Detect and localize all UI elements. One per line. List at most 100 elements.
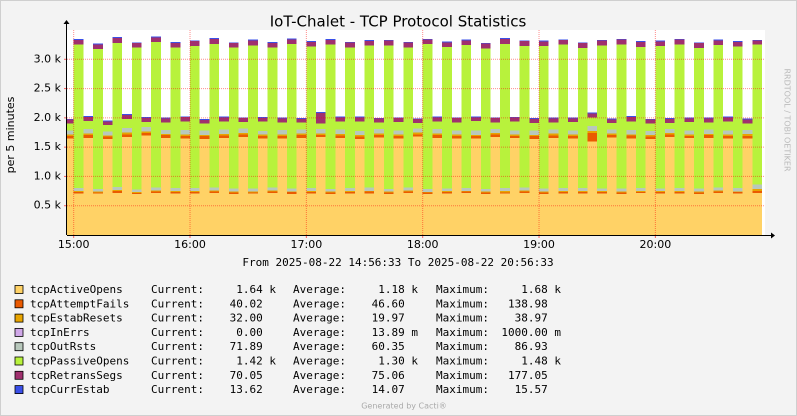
area-segment bbox=[723, 134, 733, 137]
area-segment bbox=[442, 188, 452, 192]
area-segment bbox=[160, 117, 171, 119]
area-segment bbox=[577, 187, 588, 192]
area-segment bbox=[509, 116, 520, 118]
area-segment bbox=[587, 112, 598, 114]
area-segment bbox=[703, 118, 714, 123]
area-segment bbox=[597, 188, 607, 192]
legend-stat-label: Current: bbox=[151, 312, 204, 325]
area-segment bbox=[606, 119, 617, 124]
area-segment bbox=[529, 136, 540, 139]
area-segment bbox=[248, 191, 258, 193]
area-segment bbox=[529, 123, 540, 131]
area-segment bbox=[606, 133, 617, 136]
area-segment bbox=[141, 127, 152, 132]
area-segment bbox=[354, 130, 365, 135]
area-segment bbox=[509, 130, 520, 135]
area-segment bbox=[732, 46, 743, 189]
area-segment bbox=[490, 117, 501, 119]
area-segment bbox=[345, 42, 355, 48]
area-segment bbox=[529, 118, 540, 124]
area-segment bbox=[752, 44, 762, 185]
area-segment bbox=[471, 136, 481, 139]
area-segment bbox=[374, 118, 384, 123]
area-segment bbox=[694, 47, 704, 189]
area-segment bbox=[160, 137, 171, 235]
area-segment bbox=[674, 44, 685, 188]
area-segment bbox=[93, 193, 103, 235]
legend-stat-label: Maximum: bbox=[436, 283, 489, 296]
area-segment bbox=[403, 41, 413, 43]
area-segment bbox=[209, 38, 220, 45]
legend-stat-label: Current: bbox=[151, 297, 204, 310]
area-segment bbox=[228, 43, 239, 48]
legend-swatch bbox=[14, 285, 24, 294]
area-segment bbox=[112, 38, 123, 44]
legend-stat-value: 0.00 bbox=[236, 326, 263, 339]
area-segment bbox=[732, 188, 743, 192]
area-segment bbox=[577, 193, 588, 235]
area-segment bbox=[277, 136, 287, 139]
area-segment bbox=[160, 135, 171, 138]
area-segment bbox=[597, 39, 607, 41]
legend-label: tcpInErrs bbox=[30, 326, 90, 339]
area-segment bbox=[432, 116, 443, 118]
area-segment bbox=[296, 129, 307, 134]
x-tick-label: 17:00 bbox=[291, 238, 323, 251]
area-segment bbox=[490, 134, 501, 138]
area-segment bbox=[645, 131, 656, 135]
area-segment bbox=[539, 193, 549, 235]
area-segment bbox=[539, 41, 549, 47]
x-tick-label: 15:00 bbox=[58, 238, 90, 251]
area-segment bbox=[713, 190, 724, 192]
area-segment bbox=[112, 191, 123, 193]
area-segment bbox=[500, 191, 510, 193]
area-segment bbox=[684, 135, 695, 139]
area-segment bbox=[364, 40, 375, 46]
area-segment bbox=[306, 191, 317, 193]
area-segment bbox=[354, 138, 365, 235]
area-segment bbox=[267, 192, 278, 235]
area-segment bbox=[577, 47, 588, 188]
legend-stat-value: 86.93 bbox=[515, 340, 548, 353]
area-segment bbox=[277, 134, 287, 137]
area-segment bbox=[635, 41, 646, 42]
area-segment bbox=[180, 134, 191, 137]
area-segment bbox=[102, 138, 113, 235]
area-segment bbox=[635, 187, 646, 191]
area-segment bbox=[190, 45, 200, 189]
area-segment bbox=[335, 117, 346, 122]
area-segment bbox=[286, 188, 297, 192]
area-segment bbox=[141, 117, 152, 122]
area-segment bbox=[597, 45, 607, 189]
subtitle: From 2025-08-22 14:56:33 To 2025-08-22 2… bbox=[242, 256, 553, 269]
area-segment bbox=[102, 135, 113, 137]
area-segment bbox=[374, 117, 384, 119]
area-segment bbox=[151, 191, 161, 194]
area-segment bbox=[432, 133, 443, 136]
area-segment bbox=[122, 119, 132, 128]
area-segment bbox=[713, 187, 724, 191]
area-segment bbox=[257, 121, 268, 131]
area-segment bbox=[316, 133, 326, 135]
area-segment bbox=[364, 191, 375, 194]
area-segment bbox=[112, 192, 123, 235]
area-segment bbox=[316, 134, 326, 138]
area-segment bbox=[665, 128, 675, 134]
area-segment bbox=[267, 187, 278, 191]
area-segment bbox=[345, 47, 355, 189]
legend-stat-value: 1.48 k bbox=[521, 355, 561, 368]
area-segment bbox=[480, 191, 491, 193]
area-segment bbox=[548, 118, 559, 123]
y-tick-label: 2.5 k bbox=[34, 82, 62, 95]
area-segment bbox=[190, 193, 200, 235]
area-segment bbox=[412, 136, 423, 235]
area-segment bbox=[248, 193, 258, 235]
area-segment bbox=[374, 133, 384, 135]
legend-stat-value: 19.97 bbox=[372, 312, 405, 325]
area-segment bbox=[83, 115, 94, 117]
area-segment bbox=[442, 192, 452, 194]
area-segment bbox=[616, 192, 627, 194]
area-segment bbox=[403, 47, 413, 188]
area-segment bbox=[67, 119, 74, 124]
area-segment bbox=[752, 190, 762, 194]
